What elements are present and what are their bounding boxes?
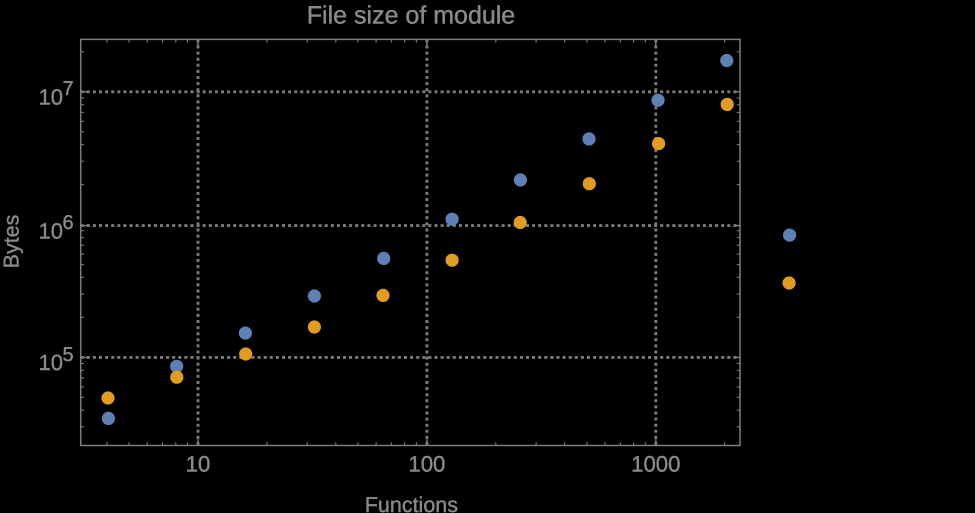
svg-text:File size of module: File size of module (307, 2, 515, 30)
svg-text:Functions: Functions (365, 493, 458, 513)
svg-text:100: 100 (408, 452, 445, 477)
svg-text:10: 10 (39, 218, 63, 243)
svg-text:10: 10 (39, 350, 63, 375)
svg-text:5: 5 (63, 344, 74, 366)
svg-text:10: 10 (186, 452, 211, 477)
svg-text:Bytes: Bytes (0, 215, 23, 269)
svg-text:7: 7 (63, 78, 74, 100)
svg-text:6: 6 (63, 212, 74, 234)
svg-text:1000: 1000 (631, 452, 680, 477)
svg-text:10: 10 (39, 85, 63, 110)
